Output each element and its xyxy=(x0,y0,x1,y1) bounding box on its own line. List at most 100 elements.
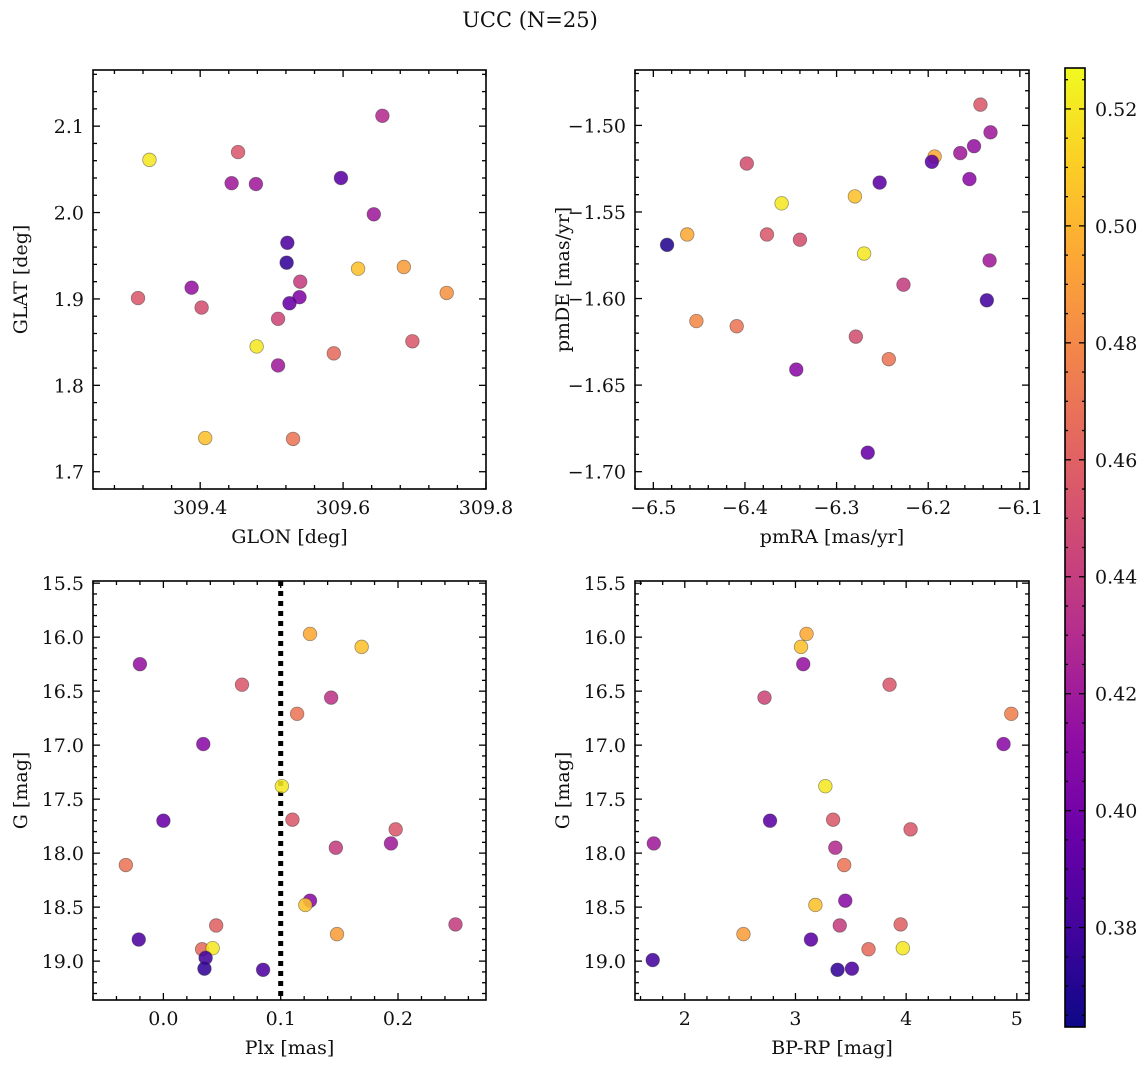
scatter-point xyxy=(774,196,789,211)
y-tick-label: 17.5 xyxy=(42,789,84,811)
bottom-left-y-axis-label: G [mag] xyxy=(10,752,32,830)
scatter-point xyxy=(156,813,171,828)
scatter-point xyxy=(118,857,134,873)
top-left-panel: 309.4 309.6 309.8 1.7 1.8 1.9 2.0 2.1 GLON [deg]… xyxy=(10,69,513,548)
x-tick-label: 0.0 xyxy=(148,1008,178,1030)
scatter-point xyxy=(302,626,318,642)
scatter-point xyxy=(856,246,872,261)
bottom-left-points xyxy=(118,626,463,977)
y-tick-label: −1.70 xyxy=(568,462,626,484)
scatter-point xyxy=(270,311,286,327)
top-right-x-axis-label: pmRA [mas/yr] xyxy=(760,526,904,548)
scatter-point xyxy=(818,778,833,794)
bottom-left-x-axis-label: Plx [mas] xyxy=(245,1037,335,1059)
scatter-point xyxy=(289,706,305,722)
scatter-point xyxy=(903,822,918,837)
top-left-x-axis-label: GLON [deg] xyxy=(231,526,347,548)
y-tick-label: 15.5 xyxy=(584,573,626,595)
bottom-right-y-axis-label: G [mag] xyxy=(552,752,574,830)
scatter-point xyxy=(689,313,704,329)
scatter-point xyxy=(439,285,454,301)
scatter-point xyxy=(759,227,775,242)
scatter-point xyxy=(757,690,772,705)
top-right-panel: −6.5 −6.4 −6.3 −6.2 −6.1 −1.70 −1.65 −1.60 −1.55… xyxy=(552,69,1043,548)
scatter-point xyxy=(736,926,751,942)
y-tick-label: 16.5 xyxy=(584,681,626,703)
x-tick-label: 3 xyxy=(789,1008,801,1030)
scatter-point xyxy=(847,189,863,204)
scatter-point xyxy=(924,154,940,169)
scatter-point xyxy=(962,171,977,187)
scatter-point xyxy=(298,897,313,913)
scatter-point xyxy=(659,237,675,253)
top-right-points xyxy=(659,97,998,460)
x-tick-label: 309.8 xyxy=(459,497,513,519)
scatter-point xyxy=(896,277,911,292)
scatter-point xyxy=(285,812,300,827)
colorbar-tick-label: 0.42 xyxy=(1095,684,1137,706)
scatter-point xyxy=(830,962,845,977)
scatter-point xyxy=(973,97,988,112)
scatter-point xyxy=(861,942,876,957)
scatter-point xyxy=(762,813,778,828)
y-tick-label: 17.0 xyxy=(584,735,626,757)
top-right-y-axis-label: pmDE [mas/yr] xyxy=(552,207,574,352)
y-tick-label: 2.0 xyxy=(54,203,84,225)
x-tick-label: 0.1 xyxy=(266,1008,296,1030)
scatter-point xyxy=(882,677,897,692)
scatter-point xyxy=(848,329,864,344)
y-tick-label: 2.1 xyxy=(54,116,84,138)
y-tick-label: −1.65 xyxy=(568,375,626,397)
y-tick-label: 1.9 xyxy=(54,289,84,311)
scatter-point xyxy=(729,319,744,334)
scatter-point xyxy=(249,339,264,354)
scatter-point xyxy=(194,300,209,315)
scatter-point xyxy=(292,290,307,305)
scatter-point xyxy=(282,296,297,311)
bottom-left-ticks xyxy=(92,581,486,1000)
y-tick-label: 18.5 xyxy=(42,897,84,919)
scatter-point xyxy=(405,334,420,349)
scatter-point xyxy=(739,156,754,171)
scatter-point xyxy=(979,293,995,308)
scatter-point xyxy=(893,917,908,932)
y-tick-label: 19.0 xyxy=(42,951,84,973)
scatter-point xyxy=(230,144,246,160)
scatter-point xyxy=(832,918,847,933)
scatter-point xyxy=(366,207,382,222)
x-tick-label: 2 xyxy=(679,1008,691,1030)
scatter-point xyxy=(881,351,897,367)
colorbar-tick-label: 0.52 xyxy=(1095,99,1137,121)
scatter-point xyxy=(255,962,271,977)
y-tick-label: 17.0 xyxy=(42,735,84,757)
y-tick-label: 16.0 xyxy=(584,627,626,649)
scatter-point xyxy=(1004,706,1019,722)
scatter-point xyxy=(208,918,224,933)
y-tick-label: 1.7 xyxy=(54,462,84,484)
top-left-points xyxy=(130,108,454,447)
x-tick-label: 4 xyxy=(900,1008,912,1030)
bottom-right-frame xyxy=(634,580,1030,1001)
scatter-point xyxy=(680,227,695,242)
y-tick-label: 18.5 xyxy=(584,897,626,919)
colorbar: 0.38 0.40 0.42 0.44 0.46 0.48 0.50 0.52 xyxy=(1064,67,1137,1028)
top-left-frame xyxy=(92,69,487,490)
scatter-point xyxy=(825,812,841,827)
x-tick-label: −6.5 xyxy=(630,497,676,519)
scatter-point xyxy=(388,822,403,837)
scatter-point xyxy=(793,639,809,655)
scatter-point xyxy=(953,145,968,161)
x-tick-label: −6.4 xyxy=(722,497,768,519)
x-tick-label: 5 xyxy=(1011,1008,1023,1030)
scatter-point xyxy=(872,175,887,190)
scatter-point xyxy=(836,857,852,873)
scatter-point xyxy=(197,430,213,446)
scatter-point xyxy=(285,431,301,447)
y-tick-label: 16.0 xyxy=(42,627,84,649)
y-tick-label: 15.5 xyxy=(42,573,84,595)
scatter-point xyxy=(860,445,875,460)
scatter-point xyxy=(132,656,148,672)
x-tick-label: 309.6 xyxy=(316,497,370,519)
scatter-point xyxy=(383,836,399,851)
y-tick-label: 1.8 xyxy=(54,375,84,397)
